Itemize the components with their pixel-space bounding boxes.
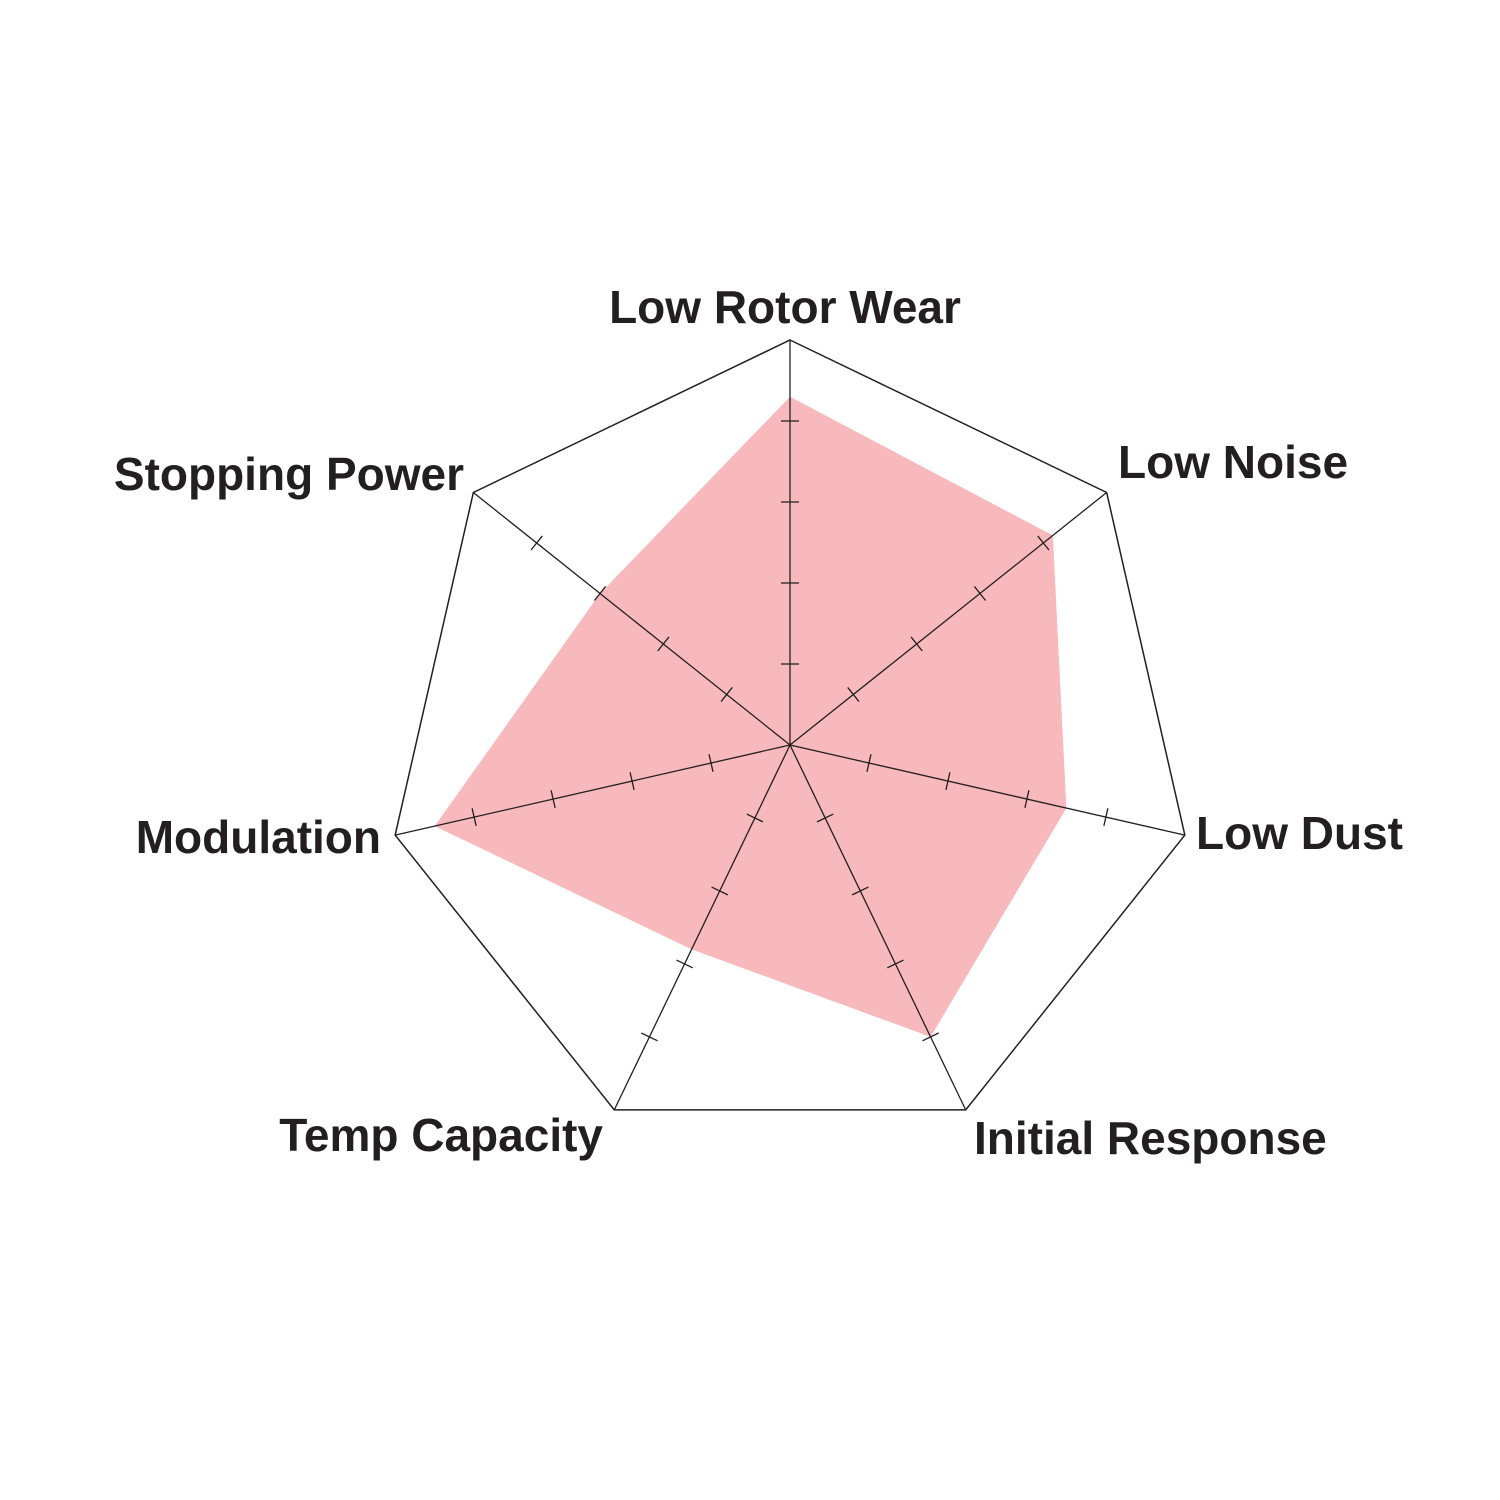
axis-tick <box>866 754 872 772</box>
axis-tick <box>910 636 923 652</box>
axis-tick <box>922 1032 939 1042</box>
axis-tick <box>530 535 543 551</box>
axis-tick <box>1037 535 1050 551</box>
axis-tick <box>887 959 904 969</box>
axis-tick <box>629 772 635 790</box>
axis-label: Low Rotor Wear <box>609 281 961 333</box>
axis-tick <box>1103 808 1109 827</box>
axis-tick <box>746 813 764 823</box>
axis-tick <box>816 813 834 823</box>
axis-tick <box>1024 790 1030 808</box>
axis-tick <box>708 754 714 772</box>
axis-label: Low Dust <box>1196 807 1403 859</box>
axis-tick <box>657 636 670 652</box>
axis-label: Initial Response <box>974 1112 1327 1164</box>
axis-tick <box>720 687 733 702</box>
outer-grid-polygon <box>394 339 1186 1111</box>
axis-line <box>613 744 791 1111</box>
axis-tick <box>847 687 860 702</box>
axis-label: Low Noise <box>1118 436 1348 488</box>
series-area <box>434 396 1067 1037</box>
axis-label: Temp Capacity <box>279 1109 603 1161</box>
axis-tick <box>471 808 477 827</box>
axis-label: Modulation <box>136 811 381 863</box>
axis-line <box>789 491 1108 746</box>
axis-tick <box>593 586 607 601</box>
axis-tick <box>641 1032 658 1042</box>
axis-tick <box>973 586 987 601</box>
axis-tick <box>851 886 869 896</box>
axis-line <box>395 744 791 836</box>
axis-label: Stopping Power <box>114 448 464 500</box>
axis-line <box>472 491 791 746</box>
axis-tick <box>945 772 951 790</box>
axis-line <box>789 744 967 1111</box>
axis-tick <box>711 886 729 896</box>
axis-line <box>789 744 1185 836</box>
axis-tick <box>676 959 693 969</box>
axis-tick <box>550 790 556 808</box>
